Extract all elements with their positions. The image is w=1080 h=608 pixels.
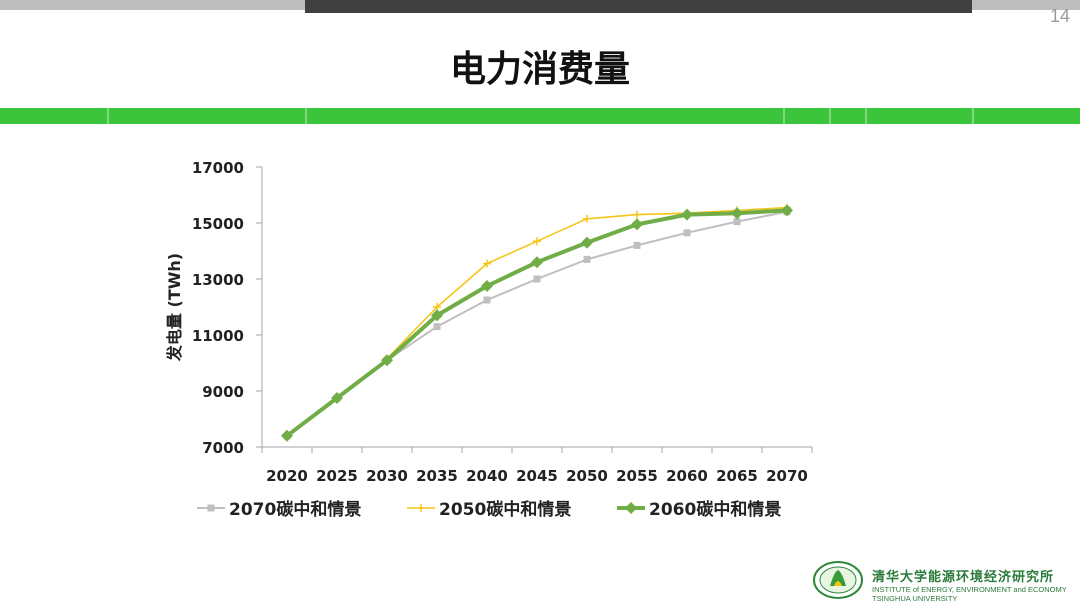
data-point xyxy=(781,204,793,217)
legend-label: 2070碳中和情景 xyxy=(229,499,361,520)
x-tick-label: 2040 xyxy=(466,467,508,485)
y-tick-label: 17000 xyxy=(192,159,244,177)
data-point xyxy=(481,280,493,292)
band-separator xyxy=(972,108,974,124)
band-separator xyxy=(865,108,867,124)
x-tick-label: 2070 xyxy=(766,467,808,485)
data-point xyxy=(731,207,743,220)
x-tick-label: 2050 xyxy=(566,467,608,485)
page-number: 14 xyxy=(1049,6,1070,26)
data-point xyxy=(631,218,643,231)
x-tick-label: 2020 xyxy=(266,467,308,485)
band-separator xyxy=(107,108,109,124)
x-tick-label: 2030 xyxy=(366,467,408,485)
institute-name-cn: 清华大学能源环境经济研究所 xyxy=(872,570,1055,585)
y-tick-label: 11000 xyxy=(192,327,244,345)
data-point xyxy=(733,218,741,226)
data-point xyxy=(581,236,593,249)
data-point xyxy=(531,256,543,269)
x-tick-label: 2065 xyxy=(716,467,758,485)
data-point xyxy=(281,429,293,442)
band-separator xyxy=(783,108,785,124)
y-tick-label: 9000 xyxy=(202,383,244,401)
data-point xyxy=(381,354,393,367)
data-point xyxy=(433,323,441,331)
y-tick-label: 15000 xyxy=(192,215,244,233)
slide-title: 电力消费量 xyxy=(449,49,630,90)
university-logo-icon xyxy=(813,561,863,599)
legend-label: 2060碳中和情景 xyxy=(649,499,781,520)
data-point xyxy=(533,237,541,246)
data-point xyxy=(483,296,491,304)
y-tick-label: 7000 xyxy=(202,439,244,457)
data-point xyxy=(583,255,591,263)
data-point xyxy=(583,214,591,223)
x-tick-label: 2055 xyxy=(616,467,658,485)
band-separator xyxy=(305,108,307,124)
data-point xyxy=(431,309,443,322)
title-underline-band xyxy=(0,108,1080,124)
legend-label: 2050碳中和情景 xyxy=(439,499,571,520)
institute-footer: 清华大学能源环境经济研究所 INSTITUTE of ENERGY, ENVIR… xyxy=(872,566,1067,603)
data-point xyxy=(483,259,491,268)
x-tick-label: 2045 xyxy=(516,467,558,485)
institute-name-en: INSTITUTE of ENERGY, ENVIRONMENT and ECO… xyxy=(872,585,1067,594)
y-tick-label: 13000 xyxy=(192,271,244,289)
top-decor-bar-dark xyxy=(305,0,972,13)
university-name-en: TSINGHUA UNIVERSITY xyxy=(872,594,958,603)
x-tick-label: 2035 xyxy=(416,467,458,485)
data-point xyxy=(681,208,693,221)
legend-marker xyxy=(625,502,637,514)
data-point xyxy=(533,275,541,283)
series-line xyxy=(286,210,788,437)
data-point xyxy=(633,210,641,219)
y-axis-label: 发电量 (TWh) xyxy=(165,253,184,362)
band-separator xyxy=(829,108,831,124)
legend-marker xyxy=(417,504,425,512)
data-point xyxy=(683,229,691,237)
data-point xyxy=(331,392,343,404)
legend-marker xyxy=(207,504,215,512)
x-tick-label: 2025 xyxy=(316,467,358,485)
data-point xyxy=(633,241,641,249)
x-tick-label: 2060 xyxy=(666,467,708,485)
